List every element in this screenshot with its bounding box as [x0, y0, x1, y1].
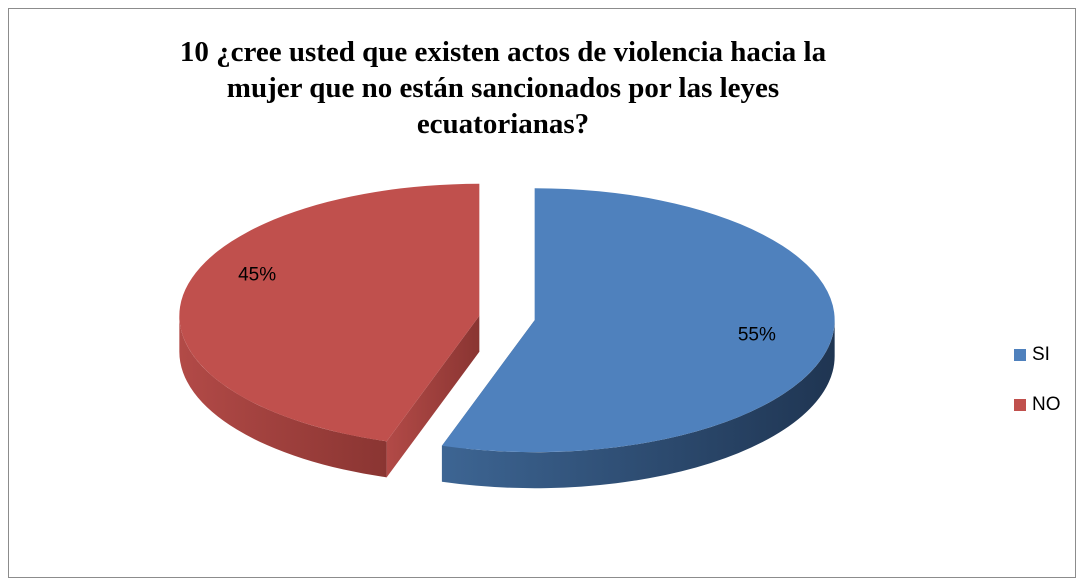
slice: [179, 183, 480, 442]
legend-label: NO: [1032, 394, 1061, 415]
slice-side: [179, 315, 387, 478]
data-label: 55%: [738, 325, 776, 346]
chart-frame: [8, 8, 1076, 578]
legend-swatch: [1014, 349, 1026, 361]
legend-swatch: [1014, 399, 1026, 411]
slice: [441, 188, 835, 453]
data-label: 45%: [238, 264, 276, 285]
legend-label: SI: [1032, 344, 1050, 365]
slice-wall: [386, 315, 480, 478]
chart-title: 10 ¿cree usted que existen actos de viol…: [179, 36, 827, 140]
slice-side: [441, 320, 835, 489]
